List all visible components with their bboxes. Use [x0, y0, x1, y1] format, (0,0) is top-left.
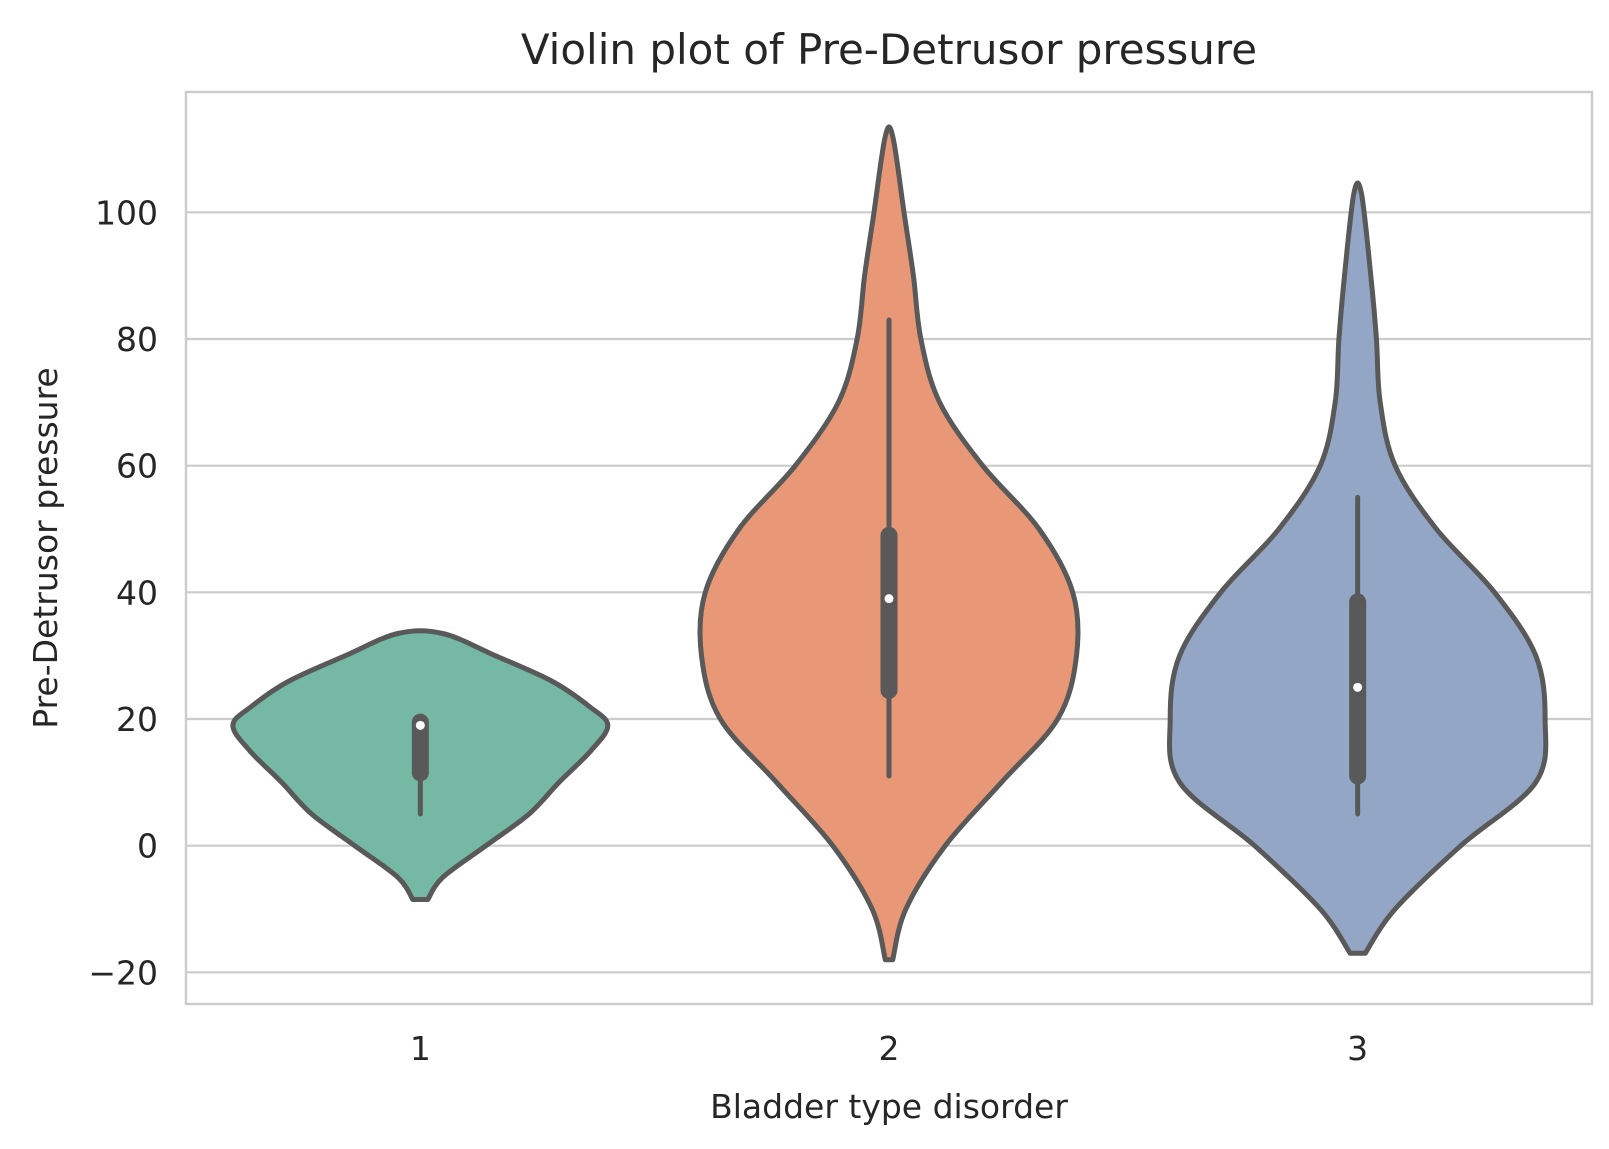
y-tick-label: −20	[88, 953, 158, 992]
violins	[230, 124, 1549, 963]
y-tick-label: 100	[95, 193, 158, 232]
chart-title: Violin plot of Pre-Detrusor pressure	[521, 25, 1257, 74]
y-tick-label: 60	[116, 447, 158, 486]
x-tick-labels: 1 2 3	[410, 1029, 1368, 1068]
x-tick-label: 2	[879, 1029, 900, 1068]
y-tick-label: 40	[116, 573, 158, 612]
x-axis-label: Bladder type disorder	[710, 1087, 1068, 1126]
x-tick-label: 3	[1347, 1029, 1368, 1068]
y-axis-label: Pre-Detrusor pressure	[26, 367, 65, 729]
y-tick-label: 0	[137, 827, 158, 866]
y-tick-label: 20	[116, 700, 158, 739]
y-tick-label: 80	[116, 320, 158, 359]
violin-median-point	[415, 720, 425, 730]
x-tick-label: 1	[410, 1029, 431, 1068]
violin-median-point	[1353, 682, 1363, 692]
plot-frame	[184, 90, 1594, 1006]
y-tick-labels: −20 0 20 40 60 80 100	[88, 193, 158, 992]
violin-median-point	[884, 594, 894, 604]
